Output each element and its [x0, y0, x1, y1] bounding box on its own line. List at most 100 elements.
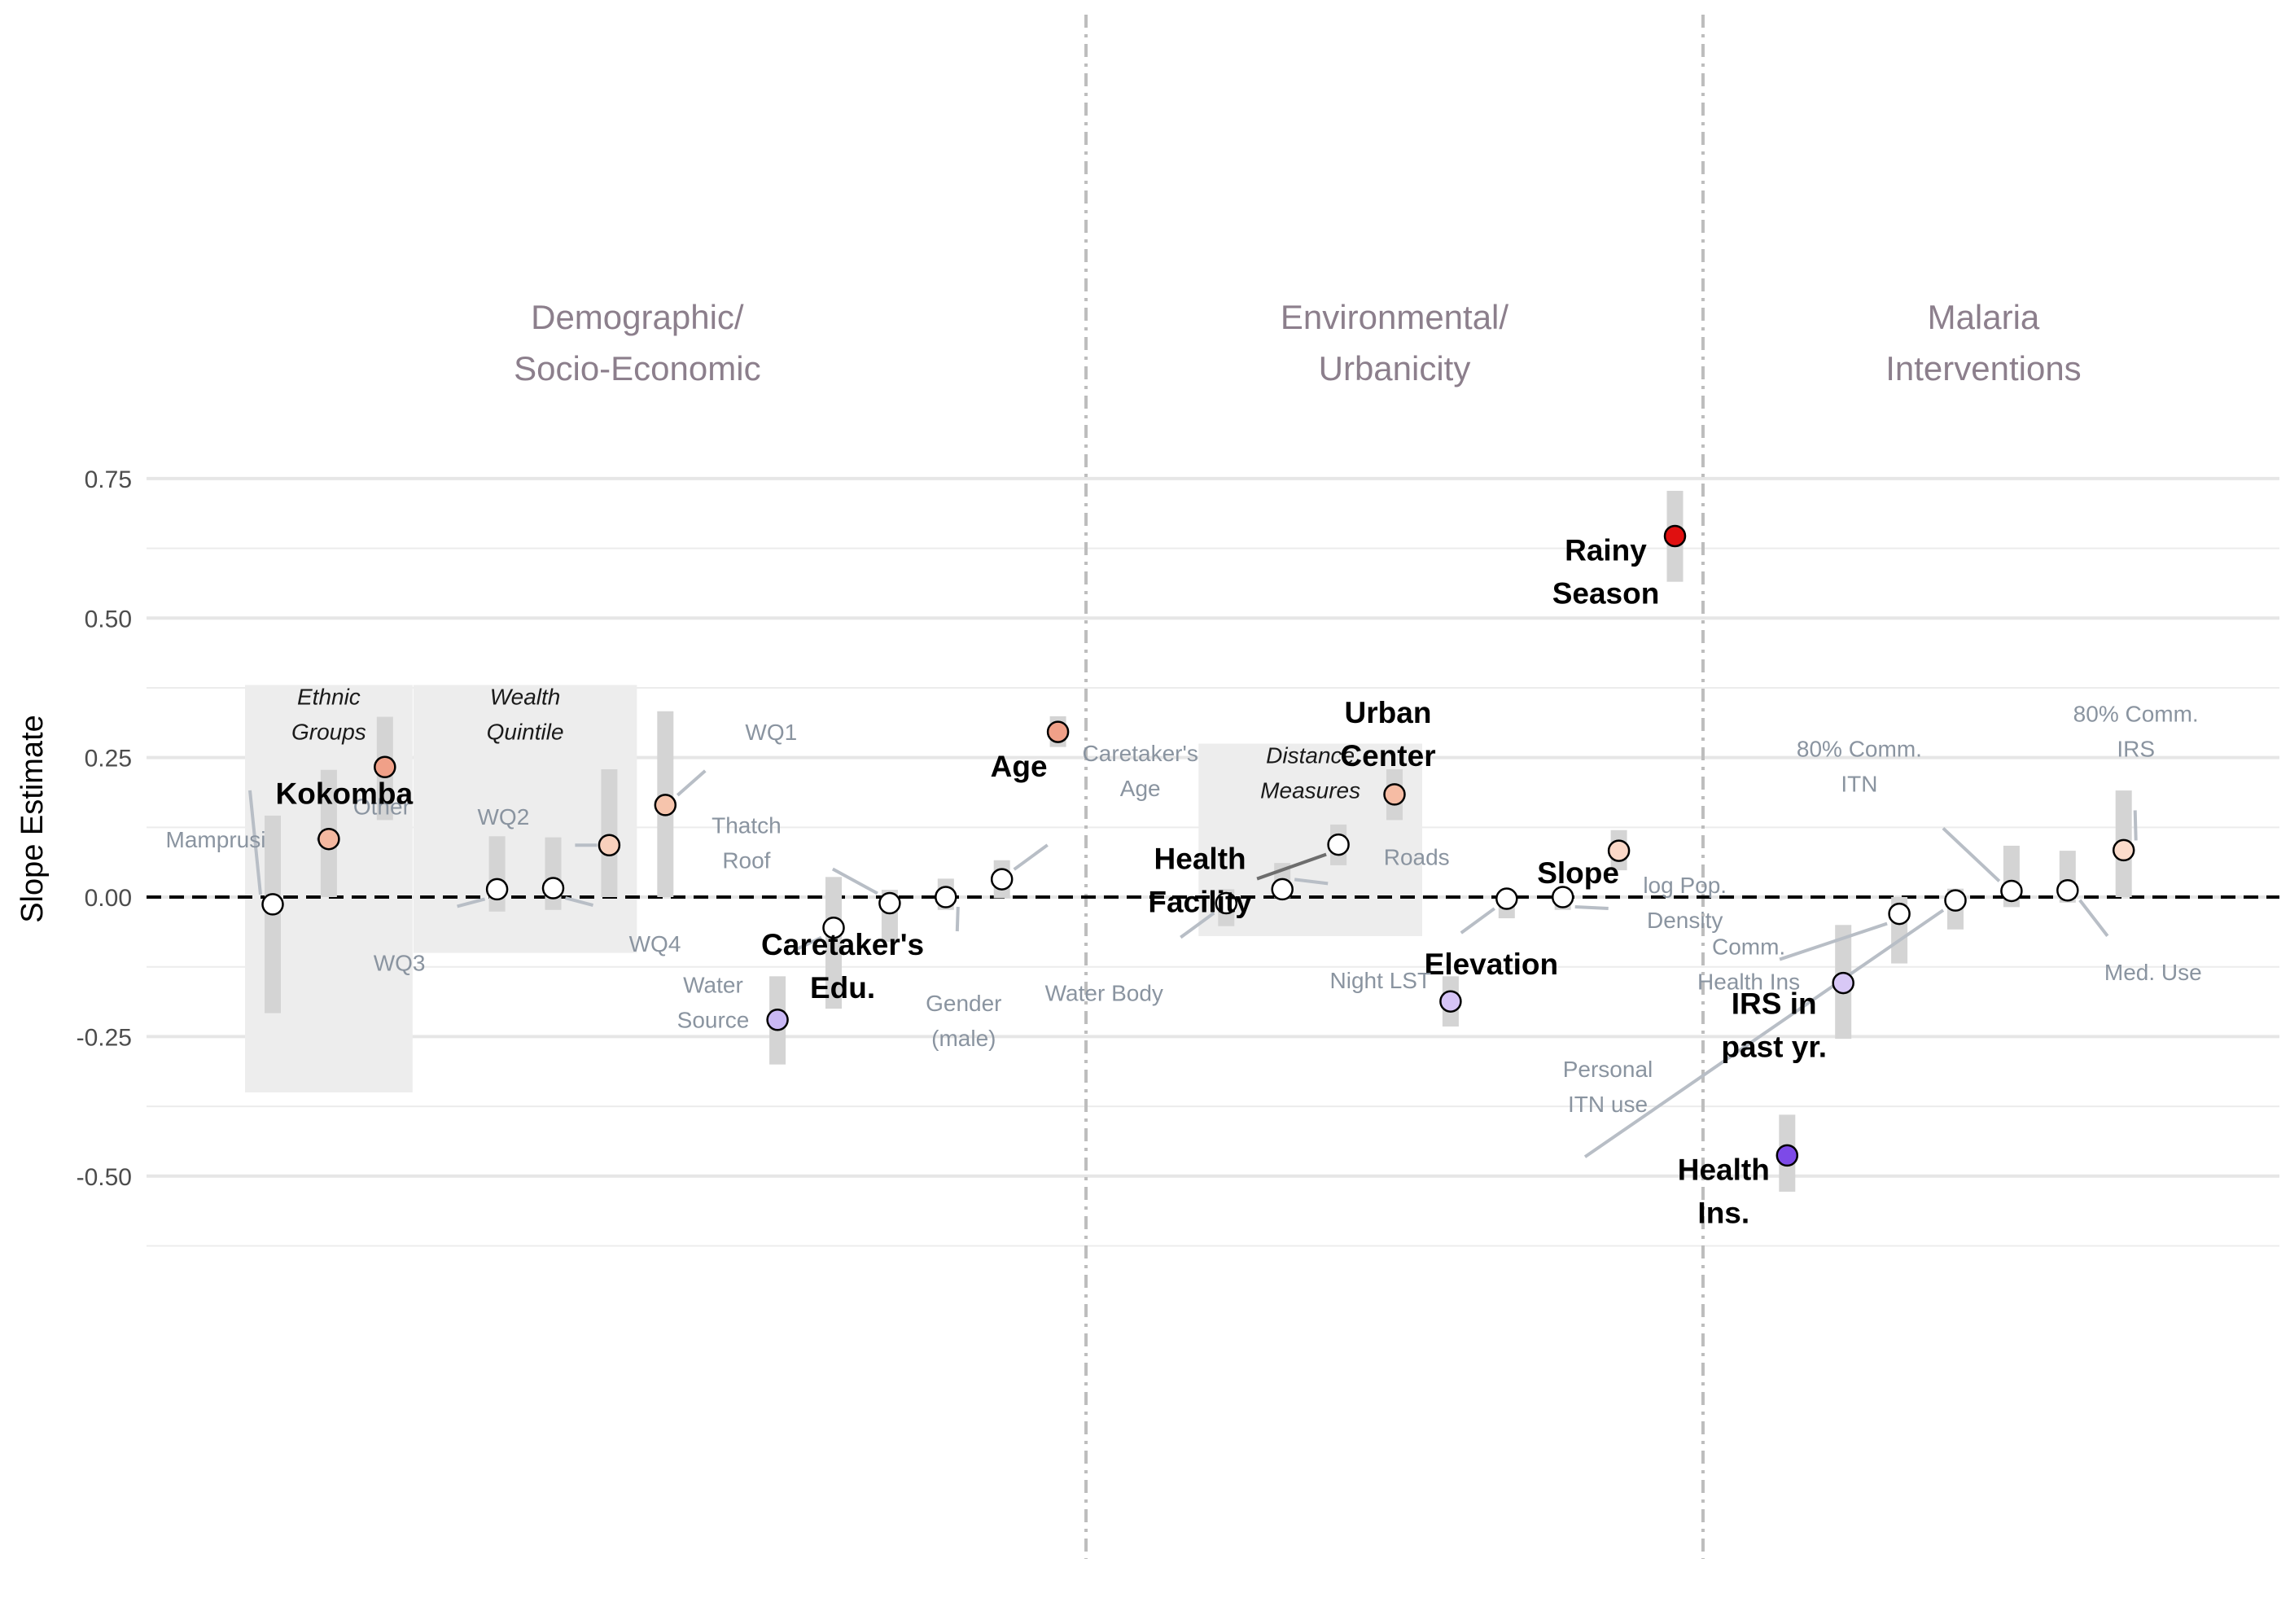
point-marker: [1046, 720, 1070, 743]
point-label-line: Density: [1647, 908, 1723, 933]
y-tick-label: -0.50: [77, 1164, 132, 1191]
leader-line: [2078, 899, 2109, 937]
point-label-line: Night LST: [1330, 968, 1432, 993]
group-separators: [1084, 15, 1705, 1559]
point-label-line: WQ2: [478, 804, 530, 830]
leader-line: [1460, 907, 1495, 935]
point-marker: [261, 893, 284, 916]
point-label: Health Facility: [1148, 843, 1252, 919]
point-label-line: Center: [1340, 739, 1435, 773]
point-label: Elevation: [1425, 948, 1559, 981]
point-marker: [2056, 879, 2079, 902]
point-marker: [1439, 990, 1462, 1013]
point-marker: [878, 891, 901, 915]
y-tick-label: 0.25: [85, 746, 132, 773]
point-marker: [1495, 887, 1518, 910]
point-label: log Pop. Density: [1643, 873, 1727, 933]
point-marker: [1551, 886, 1574, 908]
point-label-line: Comm.: [1712, 935, 1785, 960]
point-label-line: Caretaker's: [761, 928, 924, 961]
subgroup-label: Wealth: [490, 685, 561, 710]
ci-bar: [825, 877, 842, 1009]
point-label: Caretaker's Edu.: [761, 928, 924, 1005]
point-label-line: Personal: [1563, 1057, 1653, 1082]
point-label: Urban Center: [1340, 696, 1435, 773]
point-label: Kokomba: [276, 777, 414, 810]
point-label: Rainy Season: [1552, 533, 1660, 610]
point-labels: Ethnic Groups Wealth Quintile Distance Measur…: [166, 533, 2202, 1229]
point-label-line: ITN: [1841, 771, 1877, 796]
point-marker: [485, 878, 509, 901]
leader-line: [1583, 908, 1945, 1158]
point-label-line: Caretaker's: [1083, 741, 1198, 766]
point-marker: [935, 886, 957, 908]
point-marker: [1832, 971, 1854, 995]
point-label-line: past yr.: [1721, 1031, 1827, 1064]
point-label: 80% Comm. IRS: [2073, 701, 2199, 761]
subgroup-label: Distance: [1266, 742, 1355, 768]
point-label-line: Kokomba: [276, 777, 414, 810]
point-label-line: WQ1: [745, 720, 797, 745]
point-marker: [654, 794, 677, 816]
point-label: Health Ins.: [1678, 1153, 1770, 1229]
point-label-line: Health: [1678, 1153, 1770, 1186]
leader-line: [1294, 878, 1329, 886]
point-label-line: Med. Use: [2104, 960, 2202, 985]
leader-line: [457, 897, 486, 908]
leader-line: [676, 769, 707, 797]
leader-line: [2133, 810, 2138, 841]
point-label-line: Age: [1120, 776, 1161, 801]
point-label-line: Ins.: [1697, 1196, 1749, 1229]
point-label: WQ4: [629, 931, 681, 956]
leader-line: [793, 935, 822, 952]
point-marker: [1383, 783, 1406, 806]
leader-line: [955, 906, 960, 932]
point-label-line: Facility: [1148, 886, 1252, 919]
point-label-line: ITN use: [1568, 1092, 1648, 1117]
point-label: IRS in past yr.: [1721, 987, 1827, 1064]
group-label: Urbanicity: [1319, 349, 1471, 387]
y-tick-label: 0.75: [85, 466, 132, 493]
point-label-line: Roads: [1384, 844, 1450, 869]
point-label-line: IRS in: [1732, 987, 1817, 1021]
leader-line: [1779, 921, 1888, 961]
point-marker: [598, 834, 621, 856]
point-label-line: IRS: [2117, 736, 2155, 761]
point-marker: [374, 755, 396, 779]
point-marker: [822, 916, 845, 939]
point-label: Thatch Roof: [712, 813, 782, 873]
subgroup-label: Groups: [291, 720, 366, 745]
point-label: Gender (male): [926, 991, 1001, 1051]
point-marker: [1327, 833, 1350, 856]
point-label: Roads: [1384, 844, 1450, 869]
point-label: Night LST: [1330, 968, 1432, 993]
point-label: 80% Comm. ITN: [1797, 736, 1922, 796]
point-label-line: WQ3: [374, 950, 426, 975]
point-label: Med. Use: [2104, 960, 2202, 985]
point-label: Personal ITN use: [1563, 1057, 1653, 1117]
subgroup-box: [413, 685, 637, 953]
point-label-line: 80% Comm.: [1797, 736, 1922, 761]
subgroup-label: Quintile: [487, 720, 564, 745]
point-label-line: Urban: [1345, 696, 1432, 729]
point-marker: [766, 1009, 789, 1031]
point-label: Caretaker's Age: [1083, 741, 1198, 801]
point-label: Comm. Health Ins: [1697, 935, 1800, 995]
y-tick-label: -0.25: [77, 1024, 132, 1051]
leader-line: [564, 896, 594, 907]
point-marker: [1607, 839, 1631, 862]
point-marker: [317, 827, 340, 851]
point-label: Mamprusi: [166, 827, 266, 852]
group-labels: Demographic/Socio-Economic Environmental/…: [514, 298, 2082, 387]
point-marker: [1888, 902, 1911, 926]
leader-line: [831, 867, 878, 895]
point-marker: [2112, 838, 2135, 862]
point-label: Slope: [1537, 856, 1619, 890]
point-label-line: Health Ins: [1697, 970, 1800, 995]
point-label-line: Other: [353, 794, 410, 820]
point-marker: [541, 877, 565, 900]
point-label-line: Slope: [1537, 856, 1619, 890]
point-marker: [1944, 889, 1967, 912]
group-label: Socio-Economic: [514, 349, 760, 387]
